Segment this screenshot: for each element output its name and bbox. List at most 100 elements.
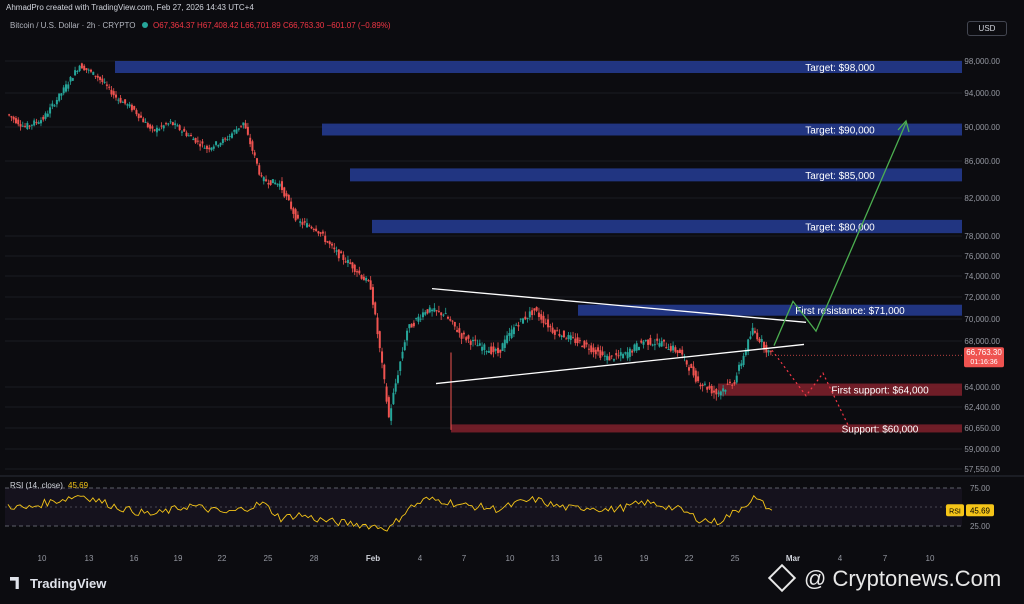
candle-body <box>703 383 706 385</box>
x-tick-label: 10 <box>38 554 47 563</box>
candle-body <box>233 130 236 132</box>
candle-body <box>67 84 70 89</box>
candle-body <box>394 383 397 392</box>
candle-body <box>201 141 204 144</box>
candle-body <box>183 128 186 132</box>
candle-body <box>14 118 17 124</box>
candle-body <box>296 214 299 219</box>
symbol-name[interactable]: Bitcoin / U.S. Dollar · 2h · CRYPTO <box>10 21 136 30</box>
candle-body <box>744 350 747 356</box>
y-tick-label: 64,000.00 <box>964 383 1000 392</box>
candle-body <box>401 351 404 359</box>
x-tick-label: Feb <box>366 554 380 563</box>
candle-body <box>115 94 118 98</box>
candle-body <box>767 350 770 353</box>
candle-body <box>76 71 79 73</box>
candle-body <box>387 397 390 418</box>
candle-body <box>624 352 627 354</box>
candle-body <box>258 165 261 175</box>
candle-body <box>78 65 81 71</box>
candle-body <box>96 75 99 78</box>
candle-body <box>160 125 163 127</box>
candle-body <box>224 138 227 140</box>
candle-body <box>155 127 158 133</box>
candle-body <box>146 123 149 128</box>
candle-body <box>169 121 172 123</box>
candle-body <box>724 389 727 392</box>
candle-body <box>572 337 575 339</box>
candle-body <box>733 382 736 385</box>
candle-body <box>130 104 133 111</box>
candle-body <box>74 70 77 76</box>
rsi-badge-label: RSI <box>949 508 961 515</box>
candle-body <box>540 314 543 320</box>
candle-body <box>610 355 613 357</box>
candle-body <box>83 65 86 71</box>
candle-body <box>253 152 256 156</box>
candle-body <box>353 264 356 272</box>
candle-body <box>594 349 597 355</box>
candle-body <box>251 141 254 151</box>
candle-body <box>633 344 636 352</box>
candle-body <box>105 84 108 86</box>
candle-body <box>451 320 454 322</box>
candle-body <box>126 104 129 106</box>
y-tick-label: 78,000.00 <box>964 232 1000 241</box>
candle-body <box>299 221 302 223</box>
candle-body <box>560 335 563 337</box>
candle-body <box>403 342 406 351</box>
candle-body <box>151 126 154 129</box>
candle-body <box>442 314 445 316</box>
watermark: @ Cryptonews.Com <box>767 564 1001 593</box>
ohlc-high: H67,408.42 <box>197 21 239 30</box>
tradingview-logo[interactable]: TradingView <box>10 576 106 591</box>
currency-selector[interactable]: USD <box>967 21 1007 36</box>
x-tick-label: 10 <box>506 554 515 563</box>
zone-rect <box>718 383 962 396</box>
candle-body <box>58 93 61 101</box>
candle-body <box>431 309 434 312</box>
zone-label: Support: $60,000 <box>842 424 919 435</box>
candle-body <box>487 350 490 353</box>
countdown-label: 01:16:36 <box>970 359 997 366</box>
candle-body <box>469 340 472 345</box>
candle-body <box>287 194 290 201</box>
candle-body <box>340 251 343 254</box>
candle-body <box>688 367 691 371</box>
candle-body <box>303 221 306 223</box>
candle-body <box>319 232 322 234</box>
candle-body <box>203 147 206 149</box>
candle-body <box>135 110 138 115</box>
triangle-upper-line <box>431 287 807 323</box>
candle-body <box>501 343 504 351</box>
bearish-projection-line <box>771 349 849 426</box>
x-tick-label: 13 <box>551 554 560 563</box>
candle-body <box>312 229 315 231</box>
candle-body <box>308 225 311 227</box>
candle-body <box>242 122 245 126</box>
candle-body <box>535 307 538 311</box>
zone-rect <box>451 424 962 433</box>
candle-body <box>37 122 40 124</box>
candle-body <box>753 330 756 333</box>
candle-body <box>228 135 231 137</box>
candle-body <box>676 350 679 354</box>
candle-body <box>412 322 415 327</box>
candle-body <box>280 181 283 191</box>
candle-body <box>80 63 83 69</box>
candle-body <box>356 271 359 273</box>
candle-body <box>103 81 106 83</box>
candle-body <box>255 158 258 164</box>
candle-body <box>44 113 47 119</box>
ohlc-close: C66,763.30 <box>282 21 325 30</box>
candle-body <box>567 334 570 340</box>
candle-body <box>190 134 193 137</box>
candle-body <box>581 346 584 348</box>
candle-body <box>101 78 104 83</box>
candle-body <box>503 339 506 348</box>
candle-body <box>321 231 324 234</box>
candle-body <box>424 312 427 315</box>
candle-body <box>731 384 734 386</box>
